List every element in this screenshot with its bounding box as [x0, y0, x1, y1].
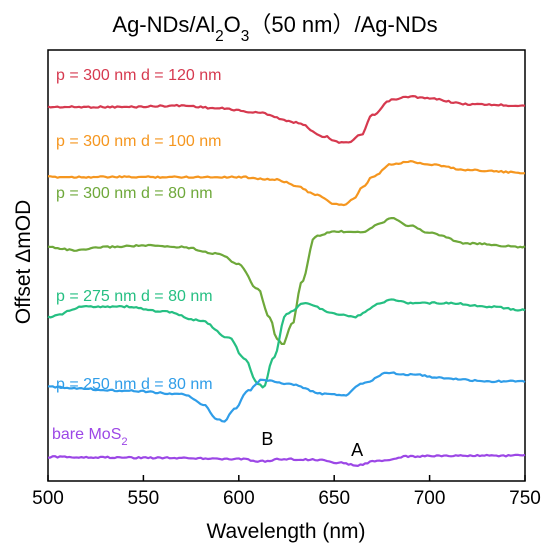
x-axis-ticks: 500 550 600 650 700 750 [32, 475, 541, 509]
series-line [47, 216, 526, 346]
x-tick-label: 500 [32, 488, 64, 509]
series-layer [47, 95, 526, 467]
x-tick-label: 550 [128, 488, 160, 509]
annotation-label: B [261, 429, 273, 449]
series-line [47, 95, 526, 144]
annotation-layer: BA [261, 429, 363, 460]
series-line [47, 160, 526, 207]
series-line [47, 298, 526, 389]
series-line [47, 371, 526, 423]
series-label: p = 275 nm d = 80 nm [56, 288, 213, 305]
series-label-layer: p = 300 nm d = 120 nm p = 300 nm d = 100 … [52, 67, 221, 448]
x-tick-label: 750 [509, 488, 541, 509]
series-label: p = 250 nm d = 80 nm [56, 376, 213, 393]
annotation-label: A [351, 440, 363, 460]
x-tick-label: 600 [223, 488, 255, 509]
series-label: p = 300 nm d = 120 nm [56, 67, 221, 84]
chart-title: Ag-NDs/Al2O3（50 nm）/Ag-NDs [112, 12, 437, 45]
plot-area-frame [47, 49, 526, 482]
series-line [47, 453, 526, 467]
x-axis-label: Wavelength (nm) [206, 520, 365, 543]
x-tick-label: 700 [414, 488, 446, 509]
series-label: p = 300 nm d = 80 nm [56, 185, 213, 202]
x-tick-label: 650 [318, 488, 350, 509]
series-label: bare MoS2 [52, 426, 128, 448]
series-label: p = 300 nm d = 100 nm [56, 133, 221, 150]
y-axis-label: Offset ΔmOD [12, 200, 35, 325]
